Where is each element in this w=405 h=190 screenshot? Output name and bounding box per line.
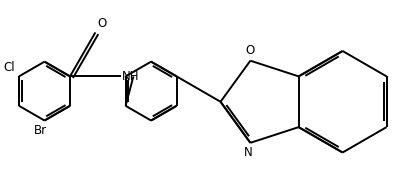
Text: O: O bbox=[246, 44, 255, 57]
Text: O: O bbox=[98, 17, 107, 30]
Text: Cl: Cl bbox=[4, 61, 15, 74]
Text: N: N bbox=[244, 146, 253, 159]
Text: Br: Br bbox=[34, 124, 47, 137]
Text: NH: NH bbox=[122, 70, 139, 83]
